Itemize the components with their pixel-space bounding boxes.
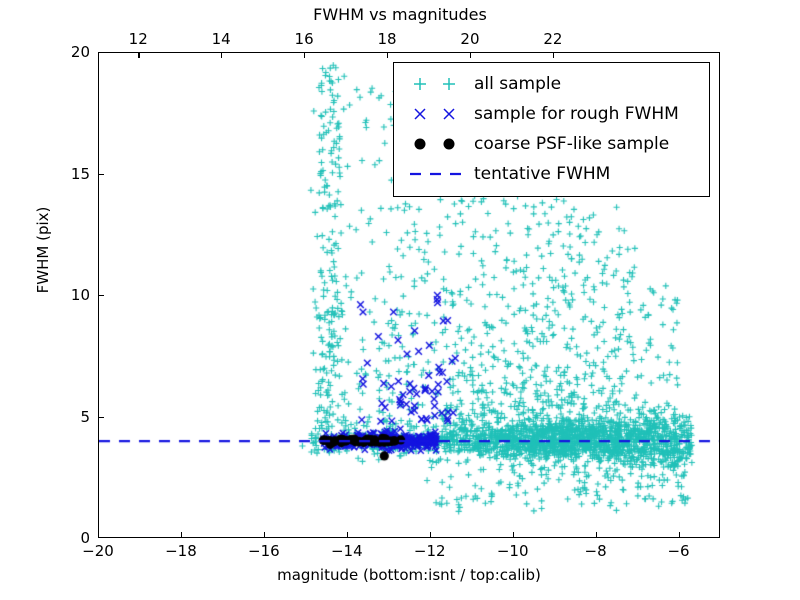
x-tick-mark-bottom [595,532,597,538]
y-tick-mark [98,173,104,175]
page-title: FWHM vs magnitudes [313,5,487,24]
x-tick-label-bottom: −12 [413,542,446,560]
x-tick-mark-top [552,52,555,58]
legend-entry[interactable]: all sample [402,69,701,99]
x-tick-mark-top [304,52,306,58]
y-tick-mark [98,416,104,418]
x-tick-label-top: 18 [377,30,397,48]
x-tick-mark-bottom [512,532,514,538]
x-tick-mark-top [138,52,140,58]
legend-entry[interactable]: coarse PSF-like sample [402,129,701,159]
x-tick-mark-top [221,52,223,58]
plus-marker-icon [402,71,470,97]
x-tick-label-bottom: −20 [82,542,114,560]
x-tick-mark-bottom [180,532,183,538]
y-tick-label: 0 [80,529,90,547]
x-tick-label-bottom: −14 [330,542,363,560]
y-axis-label: FWHM (pix) [34,206,52,294]
y-tick-label: 5 [80,407,90,426]
x-tick-mark-bottom [263,532,266,538]
x-tick-mark-bottom [429,532,432,538]
x-tick-label-bottom: −10 [496,542,529,560]
x-tick-label-bottom: −18 [165,542,197,560]
x-tick-label-bottom: −6 [667,542,690,560]
x-tick-mark-top [387,52,389,58]
x-tick-label-top: 14 [211,30,231,48]
x-tick-label-top: 16 [294,30,314,48]
x-tick-mark-bottom [678,532,680,538]
cross-marker-icon [402,101,470,127]
x-tick-mark-top [469,52,472,58]
x-tick-label-bottom: −16 [248,542,280,560]
dot-marker-icon [402,131,470,157]
x-axis-label: magnitude (bottom:isnt / top:calib) [277,566,541,584]
legend-label: all sample [474,74,562,94]
legend-label: sample for rough FWHM [474,104,679,124]
x-tick-label-top: 22 [543,30,563,48]
legend-label: coarse PSF-like sample [474,134,670,154]
y-tick-mark [98,295,104,297]
y-tick-label: 10 [70,286,90,304]
dashed-line-icon [402,161,470,187]
x-tick-label-top: 20 [460,30,480,48]
x-tick-mark-bottom [346,532,349,538]
legend-entry[interactable]: sample for rough FWHM [402,99,701,129]
x-tick-label-top: 12 [128,30,148,48]
y-tick-label: 20 [70,43,90,61]
legend-label: tentative FWHM [474,164,611,184]
x-tick-label-bottom: −8 [584,542,607,560]
legend: all sample sample for rough FWHM coarse PS… [393,62,710,197]
y-tick-label: 15 [70,164,90,183]
legend-entry[interactable]: tentative FWHM [402,159,701,189]
